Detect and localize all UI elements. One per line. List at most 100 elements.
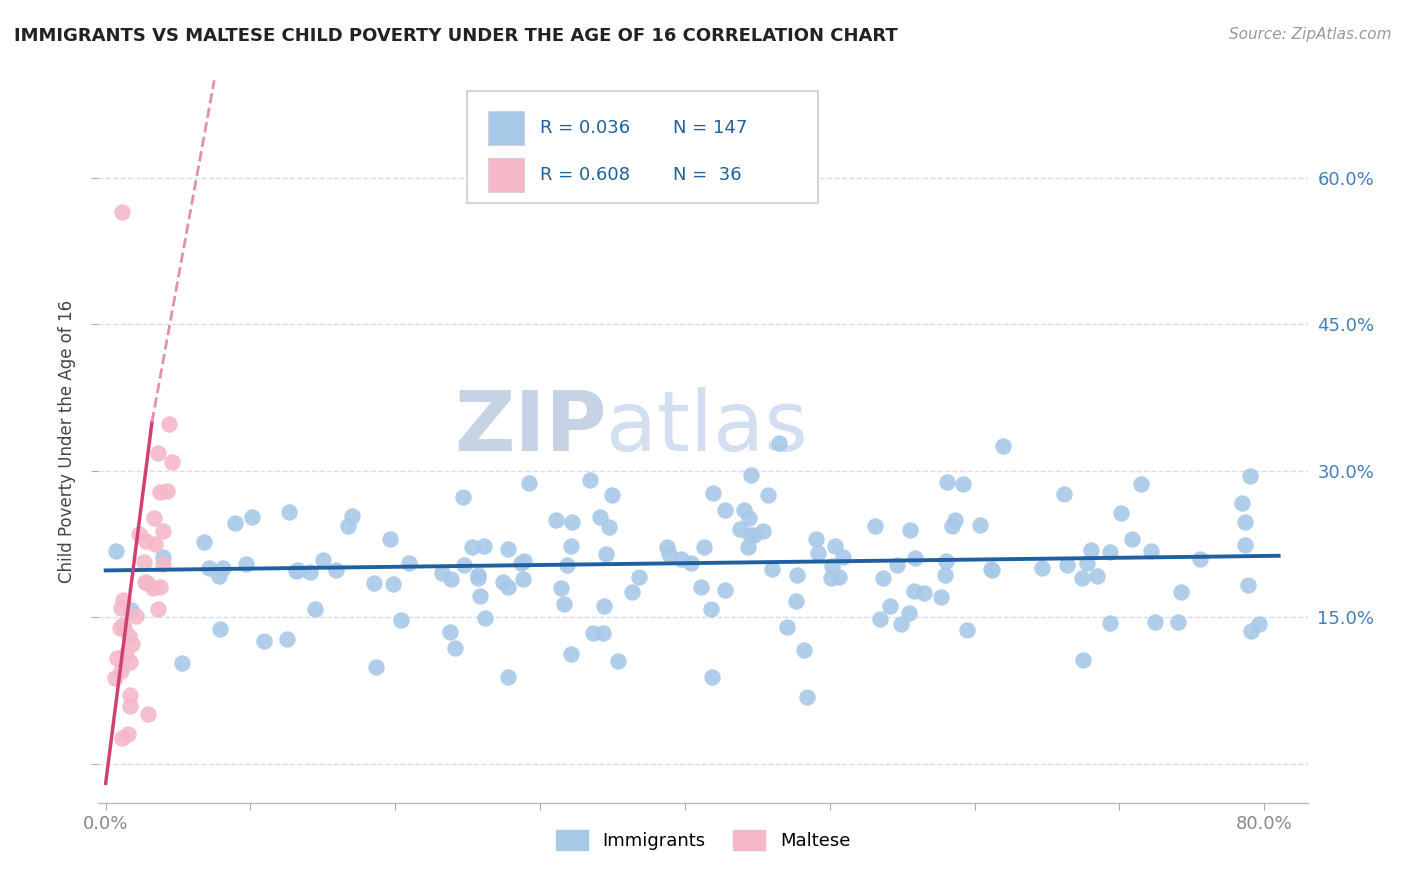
Point	[786, 567, 808, 582]
Point	[156, 483, 179, 498]
Point	[146, 602, 169, 616]
Point	[628, 570, 651, 584]
Point	[820, 570, 842, 584]
Point	[886, 558, 908, 572]
Point	[738, 510, 761, 524]
Point	[513, 554, 536, 568]
Point	[111, 618, 134, 632]
Point	[993, 439, 1015, 453]
Point	[592, 626, 614, 640]
Point	[152, 524, 174, 538]
Point	[209, 622, 232, 636]
Point	[193, 534, 215, 549]
Point	[807, 546, 830, 560]
Point	[121, 603, 143, 617]
Point	[197, 561, 219, 575]
Point	[135, 575, 157, 590]
Point	[1076, 556, 1098, 570]
Point	[146, 446, 169, 460]
Point	[935, 475, 957, 490]
Text: N = 147: N = 147	[672, 119, 747, 137]
Point	[110, 205, 132, 219]
Point	[555, 558, 578, 572]
Point	[152, 557, 174, 571]
Point	[278, 505, 301, 519]
Point	[598, 520, 620, 534]
Point	[443, 640, 465, 655]
Point	[733, 503, 755, 517]
Point	[969, 517, 991, 532]
Point	[1098, 615, 1121, 630]
Point	[898, 606, 921, 620]
Point	[832, 549, 855, 564]
Point	[1230, 495, 1253, 509]
Point	[152, 549, 174, 564]
Point	[312, 553, 335, 567]
Point	[1236, 577, 1258, 591]
Point	[134, 574, 156, 589]
Point	[110, 664, 132, 678]
Point	[898, 523, 921, 537]
Point	[467, 568, 489, 582]
Point	[468, 589, 491, 603]
Point	[389, 613, 412, 627]
Point	[935, 554, 957, 568]
Point	[1085, 569, 1108, 583]
FancyBboxPatch shape	[488, 158, 524, 193]
Point	[589, 509, 612, 524]
Text: atlas: atlas	[606, 386, 808, 467]
Point	[903, 583, 925, 598]
Point	[561, 515, 583, 529]
Point	[592, 599, 614, 613]
Point	[742, 528, 765, 542]
Point	[560, 539, 582, 553]
Point	[1080, 543, 1102, 558]
Point	[149, 485, 172, 500]
Point	[208, 569, 231, 583]
Point	[1247, 616, 1270, 631]
Text: IMMIGRANTS VS MALTESE CHILD POVERTY UNDER THE AGE OF 16 CORRELATION CHART: IMMIGRANTS VS MALTESE CHILD POVERTY UNDE…	[14, 27, 898, 45]
Point	[550, 582, 572, 596]
Text: Source: ZipAtlas.com: Source: ZipAtlas.com	[1229, 27, 1392, 42]
Point	[162, 455, 184, 469]
Point	[340, 509, 363, 524]
Point	[125, 609, 148, 624]
Point	[544, 513, 567, 527]
Point	[655, 541, 678, 555]
Point	[287, 563, 309, 577]
Point	[492, 575, 515, 590]
Point	[1234, 538, 1257, 552]
Point	[498, 670, 520, 684]
Point	[440, 572, 463, 586]
Point	[135, 533, 157, 548]
Text: N =  36: N = 36	[672, 166, 741, 184]
Point	[117, 726, 139, 740]
Point	[170, 657, 193, 671]
Point	[235, 558, 257, 572]
Point	[1140, 543, 1163, 558]
Point	[952, 476, 974, 491]
Point	[496, 541, 519, 556]
Point	[509, 556, 531, 570]
Point	[606, 654, 628, 668]
Point	[620, 585, 643, 599]
Point	[1121, 532, 1143, 546]
Point	[904, 550, 927, 565]
Point	[671, 552, 693, 566]
Point	[768, 436, 790, 450]
Point	[142, 581, 165, 595]
Point	[692, 540, 714, 554]
Point	[793, 643, 815, 657]
Point	[1144, 615, 1167, 630]
Point	[304, 601, 326, 615]
Point	[325, 564, 347, 578]
Point	[679, 556, 702, 570]
Point	[980, 562, 1002, 576]
Point	[872, 571, 894, 585]
Point	[981, 564, 1004, 578]
Point	[240, 509, 263, 524]
Point	[252, 634, 274, 648]
Point	[714, 583, 737, 598]
Point	[582, 625, 605, 640]
Point	[553, 597, 575, 611]
